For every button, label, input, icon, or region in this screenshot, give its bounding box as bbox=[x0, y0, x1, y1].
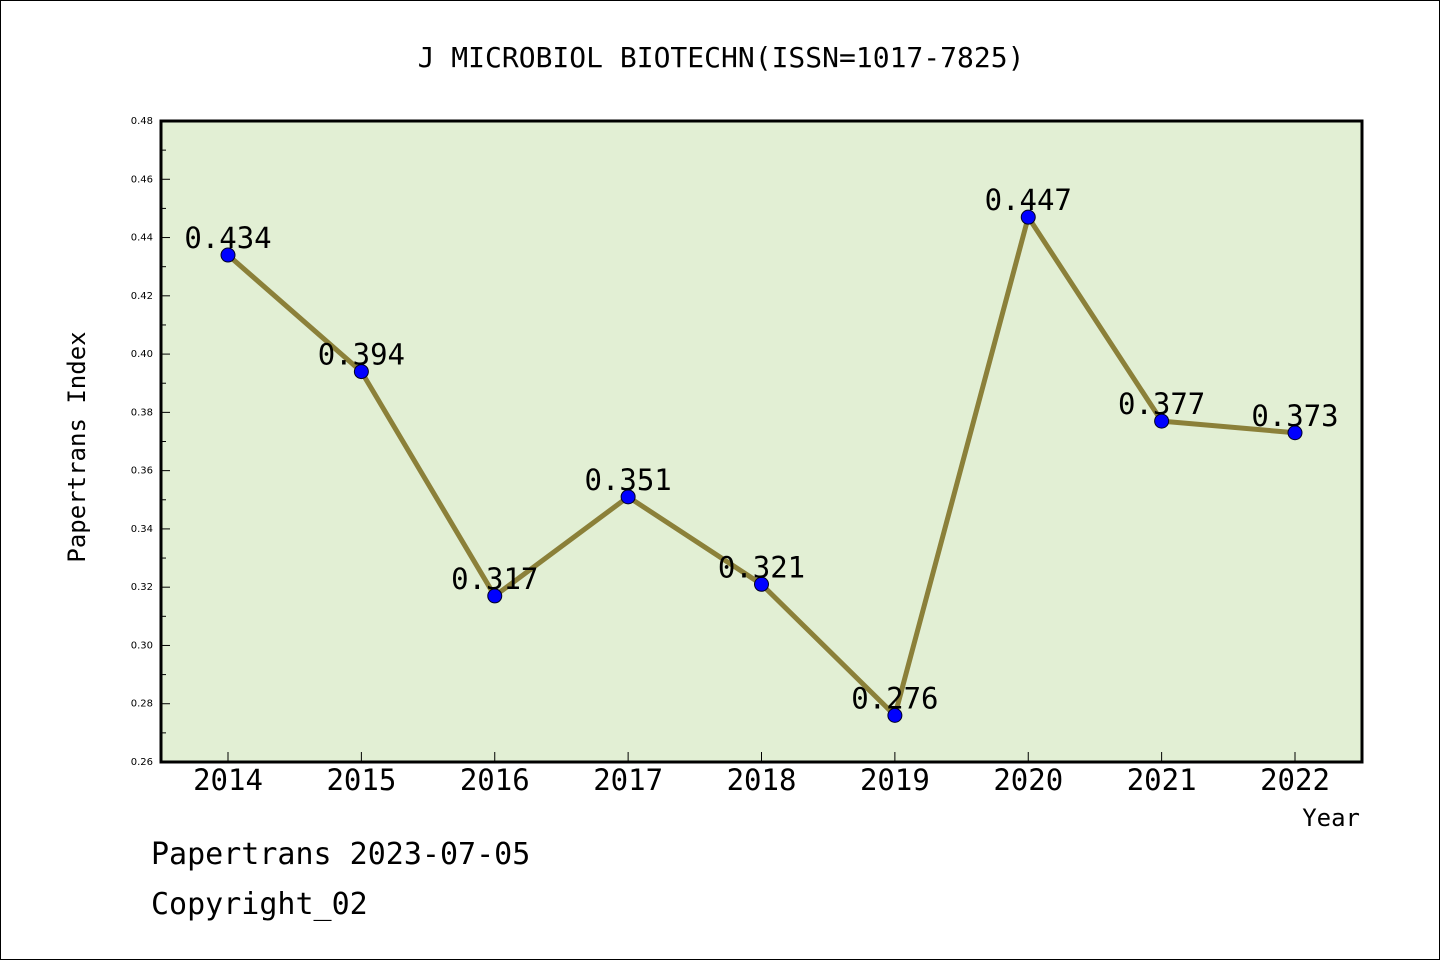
data-point-label: 0.317 bbox=[451, 562, 538, 596]
data-point-label: 0.447 bbox=[985, 183, 1072, 217]
y-tick-label: 0.46 bbox=[131, 174, 153, 185]
data-point-label: 0.434 bbox=[184, 221, 271, 255]
data-points bbox=[220, 209, 1303, 723]
data-point-label: 0.377 bbox=[1118, 387, 1205, 421]
x-tick-label: 2020 bbox=[993, 763, 1063, 797]
y-tick-label: 0.34 bbox=[131, 524, 153, 535]
footer-copyright-text: Copyright_02 bbox=[151, 887, 368, 922]
x-axis-label: Year bbox=[1302, 804, 1360, 832]
x-tick-label: 2022 bbox=[1260, 763, 1330, 797]
y-tick-label: 0.32 bbox=[131, 582, 153, 593]
x-axis: 2014 2015 2016 2017 2018 2019 2020 2021 2022 bbox=[193, 752, 1330, 797]
x-tick-label: 2017 bbox=[593, 763, 663, 797]
x-tick-label: 2018 bbox=[727, 763, 797, 797]
y-tick-label: 0.36 bbox=[131, 466, 153, 477]
plot-area bbox=[159, 119, 1364, 764]
y-axis: 0.26 0.28 0.30 0.32 0.34 0.36 0.38 0.40 0.42 0.44… bbox=[131, 116, 170, 768]
y-tick-label: 0.48 bbox=[131, 116, 153, 127]
y-tick-label: 0.38 bbox=[131, 407, 153, 418]
chart-title: J MICROBIOL BIOTECHN(ISSN=1017-7825) bbox=[418, 41, 1025, 74]
data-point-marker bbox=[1154, 413, 1170, 429]
data-point-label: 0.351 bbox=[584, 463, 671, 497]
data-point-marker bbox=[220, 247, 236, 263]
footer-date-text: Papertrans 2023-07-05 bbox=[151, 837, 530, 872]
data-point-label: 0.373 bbox=[1251, 399, 1338, 433]
y-tick-label: 0.42 bbox=[131, 291, 153, 302]
x-tick-label: 2019 bbox=[860, 763, 930, 797]
data-point-marker bbox=[487, 588, 503, 604]
y-tick-label: 0.44 bbox=[131, 233, 153, 244]
data-point-label: 0.321 bbox=[718, 550, 805, 584]
x-tick-label: 2014 bbox=[193, 763, 263, 797]
x-tick-label: 2016 bbox=[460, 763, 530, 797]
data-point-marker bbox=[754, 576, 769, 592]
x-tick-label: 2021 bbox=[1127, 763, 1197, 797]
data-point-marker bbox=[353, 364, 369, 380]
data-labels: 0.434 0.394 0.317 0.351 0.321 0.276 0.447 0.377… bbox=[184, 183, 1338, 715]
data-point-label: 0.394 bbox=[318, 338, 405, 372]
y-tick-label: 0.26 bbox=[131, 757, 153, 768]
y-tick-label: 0.30 bbox=[131, 640, 153, 651]
data-point-label: 0.276 bbox=[851, 681, 938, 715]
data-point-marker bbox=[1287, 425, 1303, 441]
x-tick-label: 2015 bbox=[326, 763, 396, 797]
y-tick-label: 0.40 bbox=[131, 349, 153, 360]
data-point-marker bbox=[1020, 209, 1036, 225]
data-point-marker bbox=[620, 489, 636, 505]
y-tick-label: 0.28 bbox=[131, 699, 153, 710]
data-point-marker bbox=[887, 707, 903, 723]
y-axis-label: Papertrans Index bbox=[63, 331, 91, 562]
